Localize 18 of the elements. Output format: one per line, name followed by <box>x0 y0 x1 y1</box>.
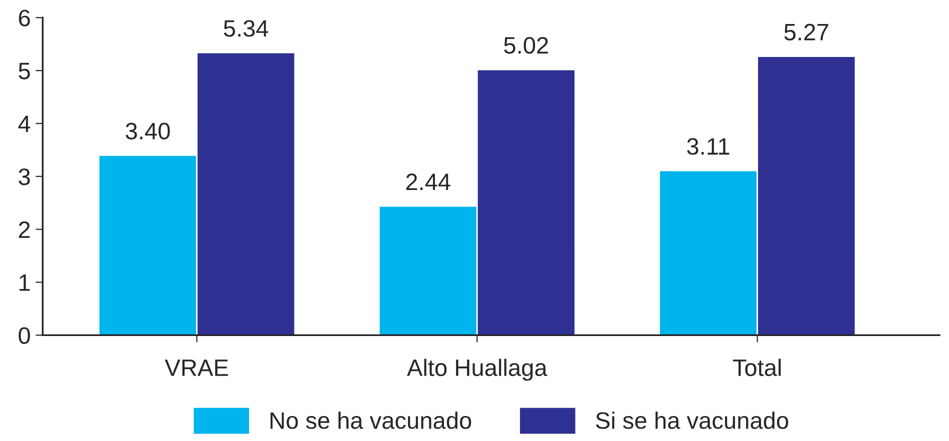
data-label: 3.11 <box>687 138 730 155</box>
data-label: 3.40 <box>126 122 170 140</box>
y-tick-label: 2 <box>18 221 30 238</box>
y-tick-label: 0 <box>18 327 30 344</box>
data-label: 5.34 <box>224 20 268 37</box>
data-label: 5.02 <box>504 37 548 54</box>
y-tick-label: 3 <box>18 168 30 186</box>
legend-label: No se ha vacunado <box>270 412 472 429</box>
data-label: 5.27 <box>784 24 828 40</box>
y-tick-label: 6 <box>18 10 30 26</box>
x-tick-label: VRAE <box>164 360 228 376</box>
y-tick-label: 4 <box>18 116 30 132</box>
legend-label: Si se ha vacunado <box>596 412 788 429</box>
y-tick-label: 1 <box>20 274 30 291</box>
y-tick-label: 5 <box>18 62 30 80</box>
x-tick-label: Alto Huallaga <box>406 358 548 381</box>
x-tick-label: Total <box>732 358 781 376</box>
data-label: 2.44 <box>406 174 450 190</box>
